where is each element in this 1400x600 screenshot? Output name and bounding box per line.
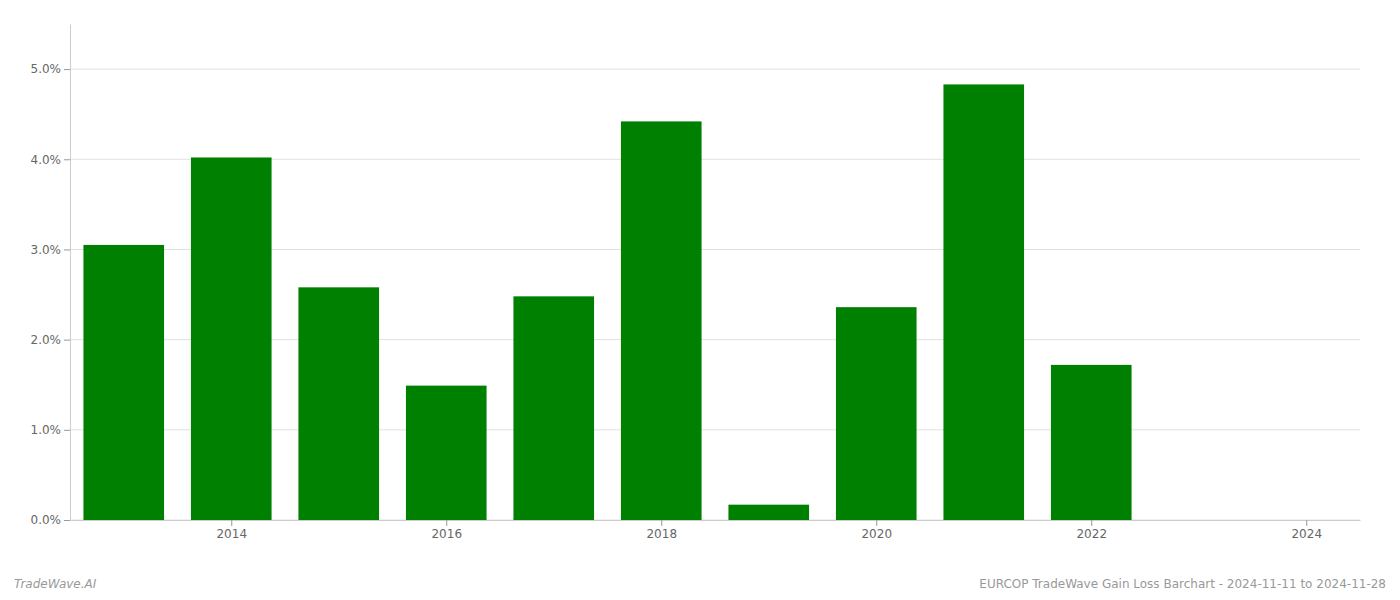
x-tick-mark [446,520,447,526]
bar [836,307,917,520]
x-tick-label: 2024 [1291,527,1322,541]
chart: 0.0% 1.0% 2.0% 3.0% 4.0% 5.0% 2014 2016 2018 2020… [0,0,1400,600]
y-tick: 2.0% [31,333,71,347]
y-tick-mark [64,249,70,250]
x-tick-mark [1091,520,1092,526]
y-tick: 3.0% [31,243,71,257]
x-tick-label: 2016 [431,527,462,541]
y-tick-label: 0.0% [31,513,62,527]
grid [70,69,1360,520]
bar [943,84,1024,520]
y-tick-label: 4.0% [31,153,62,167]
x-tick-label: 2020 [861,527,892,541]
bar [1158,520,1239,521]
y-axis: 0.0% 1.0% 2.0% 3.0% 4.0% 5.0% [31,25,71,528]
y-tick-label: 5.0% [31,62,62,76]
x-tick-mark [661,520,662,526]
x-tick: 2022 [1076,520,1107,541]
y-tick-label: 1.0% [31,423,62,437]
y-tick-label: 2.0% [31,333,62,347]
x-tick-label: 2022 [1076,527,1107,541]
x-tick-label: 2018 [646,527,677,541]
x-tick: 2024 [1291,520,1322,541]
bar [728,505,809,520]
x-tick-mark [1306,520,1307,526]
x-axis: 2014 2016 2018 2020 2022 2024 [71,520,1361,541]
y-tick-mark [64,430,70,431]
footer-right: EURCOP TradeWave Gain Loss Barchart - 20… [979,577,1386,591]
y-tick-mark [64,520,70,521]
grid-line [70,69,1360,70]
y-tick-label: 3.0% [31,243,62,257]
bar [513,296,594,520]
x-tick: 2018 [646,520,677,541]
y-tick: 5.0% [31,62,71,76]
x-tick-mark [231,520,232,526]
bar [191,157,272,520]
footer: TradeWave.AI EURCOP TradeWave Gain Loss B… [14,577,1386,591]
y-tick-mark [64,69,70,70]
x-tick: 2016 [431,520,462,541]
bar [1051,365,1132,520]
x-tick-label: 2014 [216,527,247,541]
bar [298,287,379,520]
y-tick: 1.0% [31,423,71,437]
y-tick-mark [64,159,70,160]
plot-area [83,84,1131,520]
x-tick: 2014 [216,520,247,541]
bar [83,245,164,520]
x-tick-mark [876,520,877,526]
y-tick: 0.0% [31,513,71,527]
bar [406,386,487,520]
y-tick-mark [64,340,70,341]
bar [621,121,702,520]
footer-left: TradeWave.AI [14,577,97,591]
y-axis-line [70,25,71,521]
y-tick: 4.0% [31,153,71,167]
x-tick: 2020 [861,520,892,541]
x-axis-line [71,520,1361,521]
